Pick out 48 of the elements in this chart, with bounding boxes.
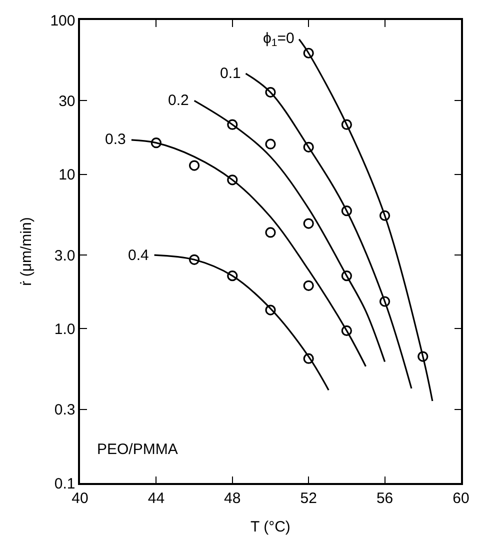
point	[303, 353, 314, 364]
y-tick-label: 100	[50, 12, 76, 30]
y-tick-label: 3.0	[54, 247, 76, 264]
line-series	[298, 38, 434, 402]
point	[341, 206, 352, 216]
series-label: 0.4	[128, 247, 149, 264]
point	[227, 174, 238, 186]
point	[303, 280, 314, 291]
y-tick-label: 10	[58, 166, 76, 184]
y-tick-label: 1.0	[54, 320, 76, 338]
point	[303, 218, 314, 229]
series-label: 0.2	[168, 92, 189, 109]
point	[265, 304, 276, 316]
series-label: 0.3	[105, 131, 126, 148]
x-tick-label: 52	[300, 490, 317, 507]
series-label: 0.1	[220, 65, 241, 82]
line-series	[244, 72, 412, 390]
point	[418, 351, 428, 362]
point	[341, 270, 352, 282]
point	[265, 227, 276, 238]
line-series	[194, 100, 386, 363]
point	[150, 138, 162, 148]
annotation: PEO/PMMA	[97, 441, 178, 458]
point	[265, 138, 276, 150]
y-tick-label: 0.3	[54, 402, 76, 419]
point	[380, 296, 390, 307]
x-tick-label: 44	[148, 490, 165, 507]
point	[189, 254, 200, 265]
point	[265, 87, 276, 98]
legend-label: ϕ$_{1}$=0	[263, 30, 294, 50]
line-series	[130, 139, 367, 368]
x-tick-label: 48	[224, 490, 241, 507]
point	[227, 119, 238, 130]
x-axis-title: T (°C)	[250, 518, 290, 536]
point	[380, 210, 390, 221]
x-tick-label: 60	[452, 490, 470, 507]
x-tick-label: 40	[72, 490, 88, 507]
point	[303, 48, 314, 58]
point	[227, 270, 238, 282]
point	[341, 325, 352, 336]
point	[341, 119, 352, 130]
y-tick-label: 0.1	[54, 475, 76, 492]
point	[189, 160, 200, 171]
y-tick-label: 30	[58, 92, 76, 110]
line-series	[153, 254, 330, 391]
y-axis-title: ṙ (μm/min)	[18, 217, 35, 286]
x-tick-label: 56	[376, 490, 394, 507]
point	[303, 142, 314, 152]
